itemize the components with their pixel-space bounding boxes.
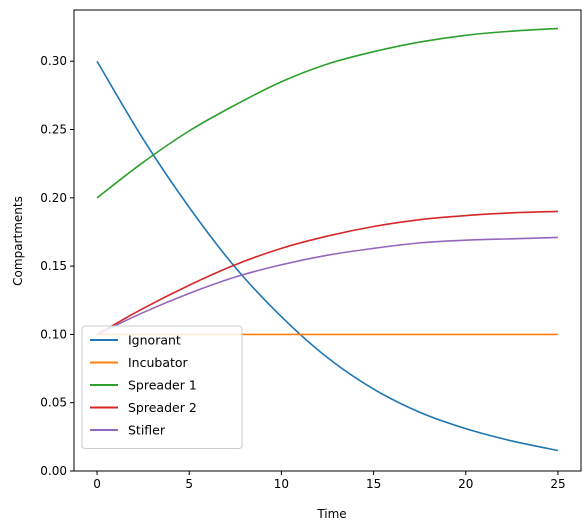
y-tick-label: 0.10 <box>40 327 67 341</box>
x-tick-label: 25 <box>550 477 565 491</box>
y-tick-label: 0.20 <box>40 191 67 205</box>
y-tick-label: 0.05 <box>40 396 67 410</box>
x-tick-label: 5 <box>185 477 193 491</box>
y-axis-label: Compartments <box>11 196 25 286</box>
y-tick-label: 0.30 <box>40 54 67 68</box>
x-axis-label: Time <box>316 507 346 521</box>
x-tick-label: 15 <box>366 477 381 491</box>
x-axis: 0 5 10 15 20 25 <box>93 471 566 491</box>
legend-label: Ignorant <box>128 333 181 348</box>
legend-label: Incubator <box>128 355 189 370</box>
x-tick-label: 0 <box>93 477 101 491</box>
x-tick-label: 20 <box>458 477 473 491</box>
series-line-spreader-1 <box>96 27 558 199</box>
legend-box <box>81 325 243 449</box>
legend-label: Spreader 2 <box>128 400 197 415</box>
legend: Ignorant Incubator Spreader 1 Spreader 2 Sti… <box>81 325 243 449</box>
y-tick-label: 0.15 <box>40 259 67 273</box>
series-line-spreader-2 <box>96 210 558 336</box>
y-axis: 0.00 0.05 0.10 0.15 0.20 0.25 0.30 <box>40 54 74 478</box>
y-tick-label: 0.00 <box>40 464 67 478</box>
series-line-stifler <box>96 236 558 336</box>
plot-frame <box>73 9 582 472</box>
legend-label: Stifler <box>128 423 166 438</box>
legend-label: Spreader 1 <box>128 378 197 393</box>
series-line-ignorant <box>96 60 559 452</box>
x-tick-label: 10 <box>274 477 289 491</box>
y-tick-label: 0.25 <box>40 123 67 137</box>
